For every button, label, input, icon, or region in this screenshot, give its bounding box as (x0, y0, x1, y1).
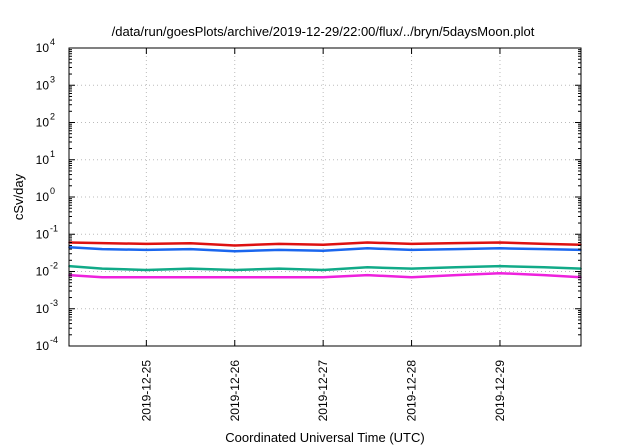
data-point (410, 276, 413, 279)
data-point (322, 250, 325, 252)
data-point (455, 248, 457, 250)
data-point (543, 274, 545, 276)
data-point (499, 247, 501, 250)
data-point (234, 269, 236, 271)
data-point (322, 276, 325, 279)
data-point (278, 276, 280, 279)
data-point (234, 250, 236, 252)
data-point (101, 276, 103, 279)
data-point (101, 248, 103, 250)
data-point (455, 266, 457, 269)
x-tick-label: 2019-12-29 (493, 360, 507, 422)
data-point (455, 242, 457, 244)
y-tick-exponent: -4 (50, 335, 58, 345)
y-tick-label: 10 (36, 41, 50, 55)
y-tick-label: 10 (36, 302, 50, 316)
data-point (189, 242, 192, 245)
data-point (499, 272, 501, 275)
data-point (322, 244, 325, 246)
data-point (499, 265, 501, 267)
grid-lines (69, 48, 581, 346)
data-point (101, 267, 103, 270)
data-point (145, 276, 148, 279)
x-tick-label: 2019-12-27 (316, 360, 330, 422)
data-point (366, 266, 369, 269)
data-point (234, 276, 236, 279)
y-axis-label: cSv/day (11, 173, 26, 220)
x-tick-label: 2019-12-25 (139, 360, 153, 422)
data-point (145, 269, 148, 271)
data-point (189, 267, 192, 270)
data-point (189, 276, 192, 279)
data-point (366, 241, 369, 244)
y-tick-label: 10 (36, 339, 50, 353)
data-point (278, 243, 280, 245)
data-point (543, 243, 545, 245)
y-tick-exponent: 0 (50, 186, 55, 196)
data-point (543, 266, 545, 269)
y-tick-exponent: -2 (50, 261, 58, 271)
data-point (145, 243, 148, 245)
data-point (543, 248, 545, 250)
data-point (101, 242, 103, 244)
data-point (366, 247, 369, 250)
x-tick-label: 2019-12-26 (228, 360, 242, 422)
y-tick-label: 10 (36, 116, 50, 130)
y-tick-label: 10 (36, 153, 50, 167)
data-point (499, 241, 501, 244)
x-axis-ticks: 2019-12-25 2019-12-26 2019-12-27 2019-12-28… (139, 48, 507, 421)
y-tick-label: 10 (36, 265, 50, 279)
y-tick-label: 10 (36, 78, 50, 92)
y-tick-exponent: 4 (50, 37, 55, 47)
y-tick-label: 10 (36, 227, 50, 241)
data-point (410, 267, 413, 270)
data-point (145, 249, 148, 251)
y-tick-exponent: 3 (50, 74, 55, 84)
y-tick-exponent: -1 (50, 223, 58, 233)
y-tick-exponent: 1 (50, 149, 55, 159)
y-tick-exponent: 2 (50, 112, 55, 122)
y-tick-label: 10 (36, 190, 50, 204)
data-point (278, 267, 280, 270)
data-point (366, 274, 369, 276)
y-tick-exponent: -3 (50, 298, 58, 308)
data-point (189, 248, 192, 250)
data-point (410, 249, 413, 251)
data-point (322, 269, 325, 271)
data-series (68, 241, 582, 279)
chart-title: /data/run/goesPlots/archive/2019-12-29/2… (112, 24, 535, 39)
data-point (455, 274, 457, 276)
data-point (278, 249, 280, 251)
x-axis-label: Coordinated Universal Time (UTC) (225, 430, 424, 445)
data-point (410, 243, 413, 245)
data-point (234, 244, 236, 247)
x-tick-label: 2019-12-28 (405, 360, 419, 422)
